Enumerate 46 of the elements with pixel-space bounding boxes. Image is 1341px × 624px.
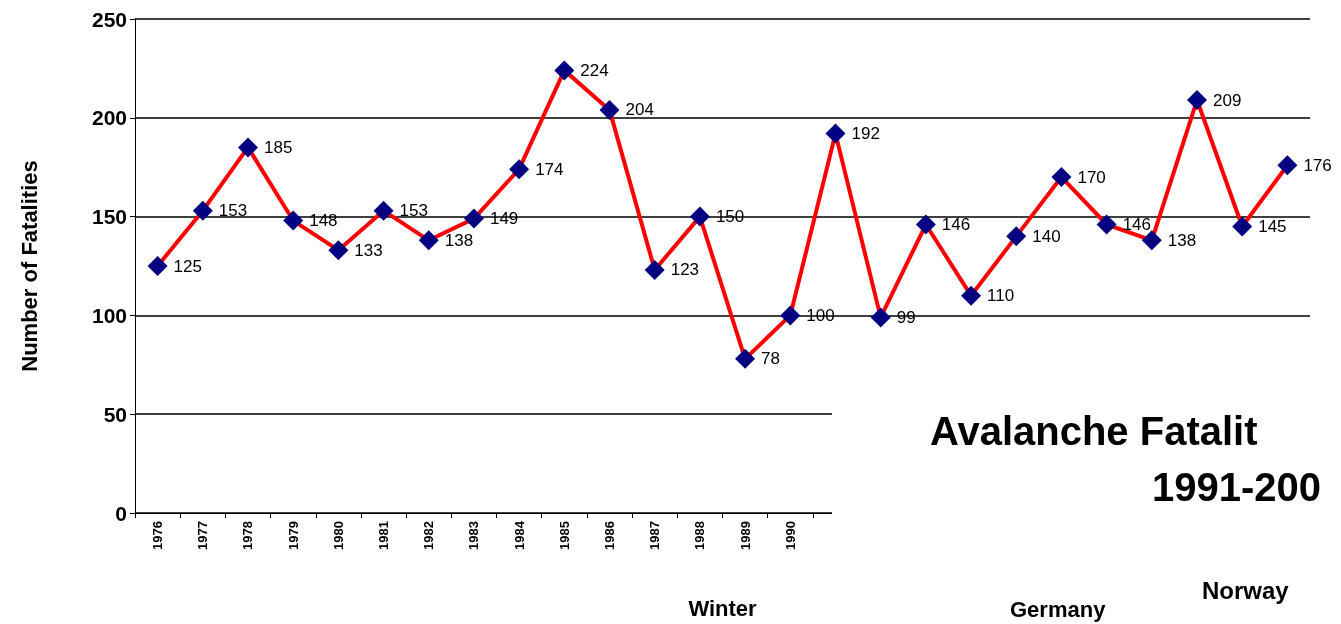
data-label: 153 <box>399 201 428 221</box>
x-tick-label: 1979 <box>285 521 301 550</box>
data-label: 140 <box>1032 226 1061 246</box>
y-tick-label: 250 <box>91 7 127 31</box>
data-label: 146 <box>1122 215 1152 234</box>
y-tick-label: 50 <box>103 402 127 426</box>
data-label: 138 <box>444 230 474 250</box>
x-axis-title: Winter <box>688 595 758 621</box>
data-label: 192 <box>851 124 880 144</box>
annotation: Avalanche Fatalit <box>930 409 1258 454</box>
y-tick-label: 150 <box>91 205 127 229</box>
data-label: 110 <box>987 286 1015 306</box>
x-tick-label: 1976 <box>150 521 166 550</box>
data-label: 123 <box>670 260 700 280</box>
data-label: 133 <box>354 240 383 260</box>
y-tick-label: 100 <box>91 303 127 327</box>
x-tick-label: 1984 <box>511 520 527 550</box>
x-tick-label: 1977 <box>195 521 211 550</box>
data-label: 174 <box>535 159 564 179</box>
x-tick-label: 1989 <box>737 521 753 550</box>
data-label: 78 <box>761 349 781 369</box>
x-tick-label: 1982 <box>421 521 437 550</box>
data-label: 125 <box>173 256 202 276</box>
data-label: 146 <box>941 215 971 234</box>
data-label: 138 <box>1167 230 1197 250</box>
data-label: 204 <box>625 100 654 120</box>
data-label: 224 <box>580 60 609 80</box>
data-label: 176 <box>1303 155 1332 175</box>
x-tick-label: 1988 <box>692 521 708 550</box>
x-tick-label: 1985 <box>556 521 572 550</box>
x-tick-label: 1990 <box>782 521 798 550</box>
x-tick-label: 1980 <box>330 521 346 550</box>
data-label: 185 <box>263 137 293 157</box>
data-label: 145 <box>1258 216 1287 236</box>
data-label: 209 <box>1213 90 1242 110</box>
data-label: 153 <box>218 201 248 221</box>
y-axis-title: Number of Fatalities <box>16 160 42 372</box>
x-tick-label: 1978 <box>240 521 256 550</box>
x-tick-label: 1983 <box>466 521 482 550</box>
y-tick-label: 0 <box>115 501 127 525</box>
x-tick-label: 1986 <box>602 521 618 550</box>
x-tick-label: 1981 <box>376 521 392 550</box>
y-tick-label: 200 <box>91 106 127 130</box>
data-label: 170 <box>1077 167 1106 187</box>
x-tick-label: 1987 <box>647 521 663 550</box>
annotation: 1991-200 <box>1152 465 1322 510</box>
